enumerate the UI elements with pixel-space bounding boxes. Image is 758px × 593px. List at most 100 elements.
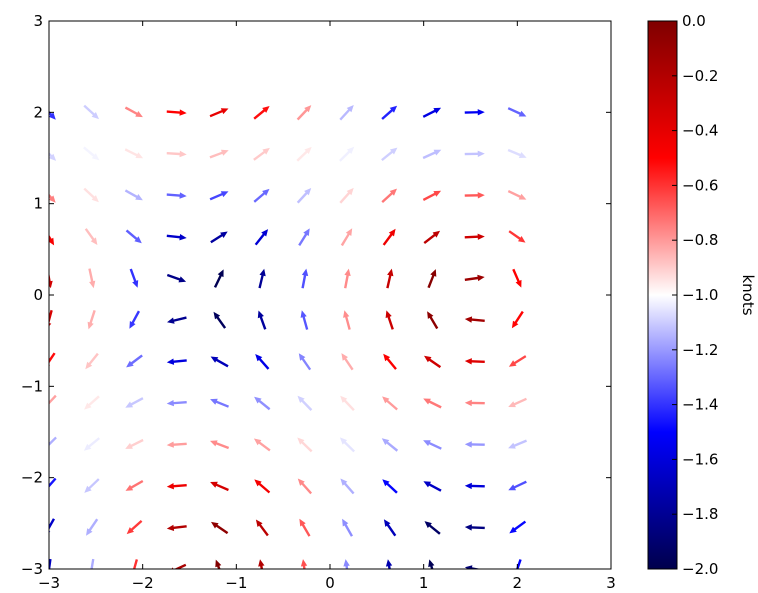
colorbar-tick-label: 0.0: [682, 12, 706, 30]
quiver-arrow: [84, 395, 100, 410]
x-tick-label: 2: [513, 574, 523, 592]
quiver-arrow: [83, 146, 100, 161]
quiver-arrow: [49, 518, 55, 533]
quiver-arrow: [126, 354, 143, 368]
colorbar-ticks: 0.0 −0.2 −0.4 −0.6 −0.8 −1.0 −1.2 −1.4 −1.6 −1.8 −…: [672, 12, 718, 578]
quiver-arrow: [381, 188, 397, 203]
quiver-arrow: [383, 353, 397, 370]
quiver-arrow: [423, 398, 442, 409]
quiver-arrow: [49, 394, 57, 408]
quiver-arrow: [166, 358, 187, 365]
colorbar: 0.0 −0.2 −0.4 −0.6 −0.8 −1.0 −1.2 −1.4 −1.6 −1.8 −…: [647, 12, 757, 578]
quiver-arrow: [341, 353, 354, 371]
quiver-arrow: [343, 310, 351, 330]
quiver-arrow: [124, 148, 144, 159]
quiver-arrow: [464, 109, 485, 116]
quiver-arrow: [424, 521, 441, 535]
quiver-arrow: [210, 356, 229, 368]
quiver-arrow: [423, 440, 442, 450]
quiver-arrow: [166, 441, 187, 448]
x-tick-label: −2: [132, 574, 154, 592]
quiver-arrow: [342, 518, 353, 537]
quiver-arrow: [339, 146, 355, 162]
x-tick-label: 3: [606, 574, 616, 592]
colorbar-tick-label: −1.8: [682, 505, 718, 523]
quiver-arrow: [386, 268, 394, 289]
quiver-arrow: [209, 191, 229, 201]
quiver-arrow: [300, 559, 308, 569]
quiver-arrow: [298, 353, 312, 371]
quiver-arrow: [464, 274, 485, 282]
quiver-arrow: [125, 229, 142, 244]
quiver-arrow: [464, 233, 485, 240]
quiver-arrow: [385, 559, 393, 569]
colorbar-tick-label: −1.2: [682, 341, 718, 359]
quiver-arrow: [253, 438, 271, 452]
quiver-arrow: [255, 519, 269, 537]
y-tick-label: 2: [33, 103, 43, 121]
quiver-arrow: [49, 152, 57, 161]
quiver-arrow: [49, 271, 53, 289]
quiver-arrow: [299, 518, 311, 537]
quiver-arrow: [213, 269, 224, 288]
quiver-arrow: [464, 316, 485, 323]
quiver-arrow: [464, 441, 485, 448]
x-tick-label: 0: [325, 574, 335, 592]
colorbar-tick-label: −2.0: [682, 560, 718, 578]
quiver-arrow: [511, 310, 524, 329]
quiver-arrow: [464, 192, 485, 199]
colorbar-tick-label: −0.8: [682, 231, 718, 249]
x-axis: −3 −2 −1 0 1 2 3: [38, 21, 616, 592]
quiver-arrow: [258, 559, 265, 569]
quiver-arrow: [166, 234, 187, 241]
quiver-arrow: [340, 395, 355, 411]
quiver-arrow: [464, 150, 485, 157]
colorbar-tick-label: −1.4: [682, 396, 718, 414]
quiver-arrow: [83, 187, 99, 203]
x-tick-label: 1: [419, 574, 429, 592]
quiver-arrow: [382, 228, 396, 246]
quiver-arrow: [507, 190, 527, 200]
colorbar-tick-label: −0.6: [682, 176, 718, 194]
colorbar-label: knots: [739, 274, 757, 315]
quiver-arrow: [129, 268, 139, 288]
quiver-arrow: [124, 106, 143, 118]
quiver-arrow: [84, 228, 98, 245]
quiver-arrow: [508, 230, 526, 243]
quiver-arrow: [508, 480, 527, 491]
quiver-arrow: [464, 482, 485, 490]
quiver-arrow: [297, 395, 313, 411]
quiver-arrow: [129, 310, 140, 329]
y-tick-label: −2: [21, 469, 43, 487]
quiver-arrow: [297, 478, 312, 495]
quiver-arrow: [49, 558, 52, 569]
colorbar-tick-label: −0.4: [682, 122, 718, 140]
quiver-arrow: [210, 398, 229, 408]
quiver-arrow: [49, 110, 56, 120]
quiver-arrow: [166, 192, 187, 199]
quiver-arrow: [253, 106, 270, 120]
quiver-arrow: [343, 559, 350, 569]
quiver-arrow: [339, 105, 354, 121]
quiver-arrow: [258, 268, 266, 289]
quiver-arrow: [382, 479, 398, 494]
quiver-arrow: [427, 269, 437, 289]
quiver-arrow: [125, 397, 144, 408]
colorbar-tick-label: −0.2: [682, 67, 718, 85]
quiver-arrow: [297, 437, 313, 453]
quiver-arrow: [255, 354, 270, 370]
quiver-arrow: [464, 399, 485, 407]
quiver-arrow: [512, 268, 522, 288]
quiver-arrow: [49, 234, 55, 246]
y-tick-label: 3: [33, 12, 43, 30]
quiver-arrow: [166, 109, 187, 116]
quiver-arrow: [90, 558, 95, 569]
quiver-arrow: [210, 440, 230, 450]
quiver-arrow: [508, 397, 527, 408]
y-axis: −3 −2 −1 0 1 2 3: [21, 12, 611, 578]
x-tick-label: −3: [38, 574, 60, 592]
quiver-arrow: [85, 352, 99, 370]
quiver-arrow: [381, 105, 398, 120]
quiver-arrow: [88, 268, 96, 289]
